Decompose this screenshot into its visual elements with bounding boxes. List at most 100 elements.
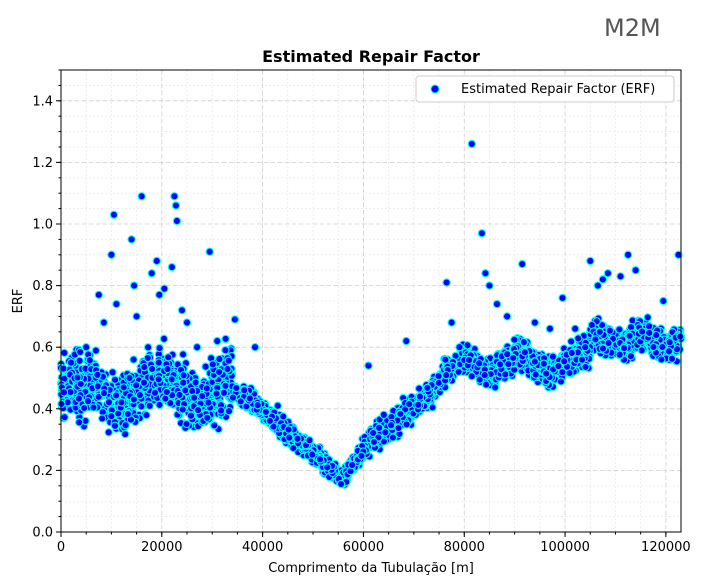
outlier-point (518, 259, 527, 269)
outlier-point (481, 269, 490, 278)
y-tick-label: 0.0 (32, 526, 53, 541)
x-tick-label: 80000 (444, 540, 485, 555)
legend-label: Estimated Repair Factor (ERF) (461, 82, 655, 97)
data-point (215, 354, 224, 364)
m2m-logo: M2M (600, 12, 680, 42)
data-point (154, 358, 163, 367)
data-point (374, 423, 384, 432)
outlier-point (172, 216, 182, 226)
data-point (658, 342, 667, 352)
data-point (293, 434, 302, 443)
data-point (428, 403, 437, 412)
x-axis-title: Comprimento da Tubulação [m] (268, 561, 474, 576)
outlier-point (152, 256, 161, 266)
data-point (178, 350, 188, 359)
y-axis-title: ERF (11, 289, 26, 314)
data-point (481, 380, 491, 389)
data-point (140, 362, 149, 372)
outlier-point (631, 266, 640, 275)
data-point (221, 381, 230, 390)
data-point (381, 428, 390, 437)
data-point (186, 411, 196, 420)
outlier-point (586, 256, 595, 266)
data-point (60, 348, 69, 358)
data-point (501, 370, 510, 379)
data-point (117, 398, 126, 407)
data-point (89, 403, 98, 412)
data-point (123, 409, 133, 419)
data-point (323, 463, 332, 472)
data-point (567, 337, 576, 346)
data-point (75, 418, 84, 427)
outlier-point (147, 269, 156, 278)
data-point (261, 407, 271, 417)
data-point (224, 356, 233, 365)
data-point (99, 388, 109, 398)
data-point (625, 331, 634, 340)
outlier-point (213, 336, 222, 346)
data-point (135, 390, 145, 400)
data-point (98, 414, 107, 423)
outlier-point (364, 361, 373, 370)
legend-box (415, 75, 675, 103)
outlier-point (593, 281, 602, 290)
outlier-point (273, 401, 282, 410)
data-point (132, 381, 141, 390)
data-point (162, 387, 171, 397)
outlier-point (402, 336, 411, 346)
data-point (542, 369, 551, 378)
data-point (441, 355, 450, 364)
outlier-point (674, 250, 683, 259)
data-point (605, 326, 615, 335)
outlier-point (182, 318, 192, 327)
data-point (201, 362, 210, 371)
data-points (56, 139, 686, 489)
data-point (236, 397, 245, 406)
data-point (216, 406, 226, 415)
outlier-point (230, 315, 240, 324)
data-point (531, 370, 540, 379)
outlier-point (177, 306, 187, 315)
data-point (558, 368, 567, 377)
data-point (83, 397, 93, 406)
outlier-point (623, 250, 633, 259)
data-point (504, 359, 513, 369)
outlier-point (442, 278, 451, 287)
data-point (626, 352, 636, 361)
data-point (480, 370, 489, 380)
data-point (147, 364, 157, 374)
data-point (80, 403, 89, 413)
outlier-point (467, 139, 476, 149)
x-tick-label: 100000 (540, 540, 590, 555)
data-point (164, 353, 173, 362)
data-point (203, 413, 212, 422)
data-point (615, 325, 624, 334)
outlier-point (447, 318, 456, 327)
data-point (591, 335, 600, 344)
data-point (208, 360, 217, 369)
data-point (110, 375, 120, 384)
data-point (396, 409, 405, 419)
data-point (142, 410, 151, 420)
outlier-point (192, 343, 202, 352)
outlier-point (250, 343, 260, 352)
data-point (104, 428, 113, 437)
outlier-point (502, 312, 512, 321)
data-point (159, 334, 169, 343)
data-point (495, 360, 505, 369)
data-point (143, 343, 153, 352)
data-point (219, 388, 229, 397)
data-point (253, 401, 262, 410)
data-point (595, 327, 604, 337)
data-point (560, 357, 569, 366)
outlier-point (485, 281, 494, 290)
data-point (111, 391, 121, 400)
data-point (75, 356, 84, 365)
data-point (414, 400, 423, 409)
data-point (74, 394, 84, 403)
data-point (179, 378, 188, 387)
data-point (224, 406, 234, 416)
data-point (289, 443, 298, 453)
data-point (265, 416, 275, 426)
data-point (137, 402, 146, 411)
